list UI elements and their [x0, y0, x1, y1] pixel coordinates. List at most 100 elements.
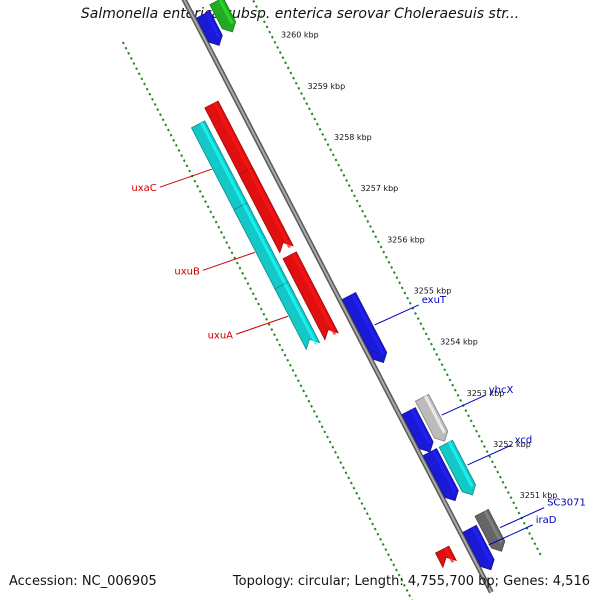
minor-tick — [514, 506, 518, 510]
minor-tick — [286, 66, 290, 70]
minor-tick — [432, 347, 436, 351]
minor-tick — [188, 169, 191, 173]
minor-tick — [408, 594, 412, 598]
minor-tick — [329, 148, 333, 152]
minor-tick — [294, 374, 298, 378]
minor-tick — [127, 51, 130, 55]
minor-tick — [403, 291, 407, 295]
minor-tick — [291, 369, 295, 372]
minor-tick — [246, 282, 250, 285]
minor-tick — [331, 445, 335, 449]
minor-tick — [437, 358, 441, 361]
minor-tick — [435, 352, 439, 356]
gene-arrow[interactable] — [438, 439, 477, 496]
minor-tick — [193, 179, 197, 183]
minor-tick — [289, 71, 293, 75]
gene-body[interactable] — [434, 545, 458, 569]
gene-highlight — [283, 283, 318, 345]
gene-arrow[interactable] — [238, 166, 294, 254]
minor-tick — [217, 225, 221, 229]
gene-arrow[interactable] — [195, 10, 223, 46]
gene-body[interactable] — [414, 393, 449, 442]
minor-tick — [440, 363, 444, 367]
gene-label[interactable]: iraD — [536, 515, 557, 526]
gene-body[interactable] — [209, 0, 237, 33]
minor-tick — [308, 107, 311, 111]
minor-tick — [498, 475, 502, 479]
minor-tick — [328, 440, 332, 444]
minor-tick — [345, 179, 348, 182]
gene-body[interactable] — [438, 439, 477, 496]
leader-line — [441, 394, 486, 416]
minor-tick — [140, 77, 144, 81]
gene-arrow[interactable] — [462, 524, 495, 571]
gene-body[interactable] — [238, 166, 294, 254]
gene-highlight — [218, 0, 234, 25]
minor-tick — [299, 384, 303, 388]
gene-highlight — [200, 121, 249, 212]
gene-arrow[interactable] — [414, 393, 449, 442]
minor-tick — [323, 430, 327, 434]
minor-tick — [297, 86, 301, 90]
tick-label: 3251 kbp — [520, 491, 558, 500]
gene-label[interactable]: SC3071 — [547, 498, 586, 509]
minor-tick — [294, 81, 298, 85]
minor-tick — [371, 522, 374, 526]
minor-tick — [347, 184, 351, 188]
gene-body[interactable] — [422, 448, 459, 502]
minor-tick — [382, 250, 386, 254]
gene-label[interactable]: yhcX — [489, 385, 514, 396]
minor-tick — [169, 133, 173, 137]
gene-body[interactable] — [195, 10, 223, 46]
gene-arrow[interactable] — [422, 448, 459, 502]
gene-arrow[interactable] — [274, 281, 321, 351]
minor-tick — [467, 414, 470, 418]
backbone — [181, 0, 494, 594]
minor-tick — [137, 72, 141, 76]
minor-tick — [339, 461, 343, 465]
minor-tick — [222, 236, 226, 239]
minor-tick — [198, 189, 202, 193]
minor-tick — [143, 82, 146, 86]
gene-arrow[interactable] — [434, 545, 458, 569]
minor-tick — [262, 312, 266, 316]
minor-tick — [151, 97, 154, 101]
gene-body[interactable] — [274, 281, 321, 351]
minor-tick — [153, 103, 157, 106]
minor-tick — [350, 189, 354, 193]
minor-tick — [355, 199, 359, 203]
gene-label[interactable]: xcd — [515, 435, 533, 446]
gene-label[interactable]: uxaC — [131, 183, 156, 194]
minor-tick — [182, 159, 186, 163]
minor-tick — [408, 301, 412, 305]
gene-arrow[interactable] — [209, 0, 237, 33]
minor-tick — [392, 563, 396, 567]
minor-tick — [395, 276, 399, 280]
minor-tick — [230, 251, 234, 255]
gene-label[interactable]: exuT — [422, 295, 447, 306]
gene-label[interactable]: uxuB — [174, 266, 200, 277]
gene-features — [190, 0, 506, 571]
minor-tick — [156, 108, 160, 111]
gene-arrow[interactable] — [341, 292, 388, 364]
gene-arrow[interactable] — [282, 251, 340, 341]
minor-tick — [267, 323, 271, 326]
gene-body[interactable] — [401, 407, 434, 453]
minor-tick — [400, 578, 404, 582]
minor-tick — [347, 476, 351, 480]
gene-body[interactable] — [462, 524, 495, 571]
minor-tick — [307, 399, 311, 403]
gene-arrow[interactable] — [401, 407, 434, 453]
gene-label[interactable]: uxuA — [208, 330, 234, 341]
topology-text: Topology: circular; Length: 4,755,700 bp… — [232, 574, 590, 589]
gene-body[interactable] — [341, 292, 388, 364]
minor-tick — [368, 517, 372, 521]
minor-tick — [360, 502, 364, 505]
gene-body[interactable] — [282, 251, 340, 341]
minor-tick — [453, 388, 457, 392]
minor-tick — [174, 143, 178, 147]
tick-label: 3256 kbp — [387, 235, 425, 244]
minor-tick — [281, 348, 284, 352]
minor-tick — [501, 480, 505, 484]
